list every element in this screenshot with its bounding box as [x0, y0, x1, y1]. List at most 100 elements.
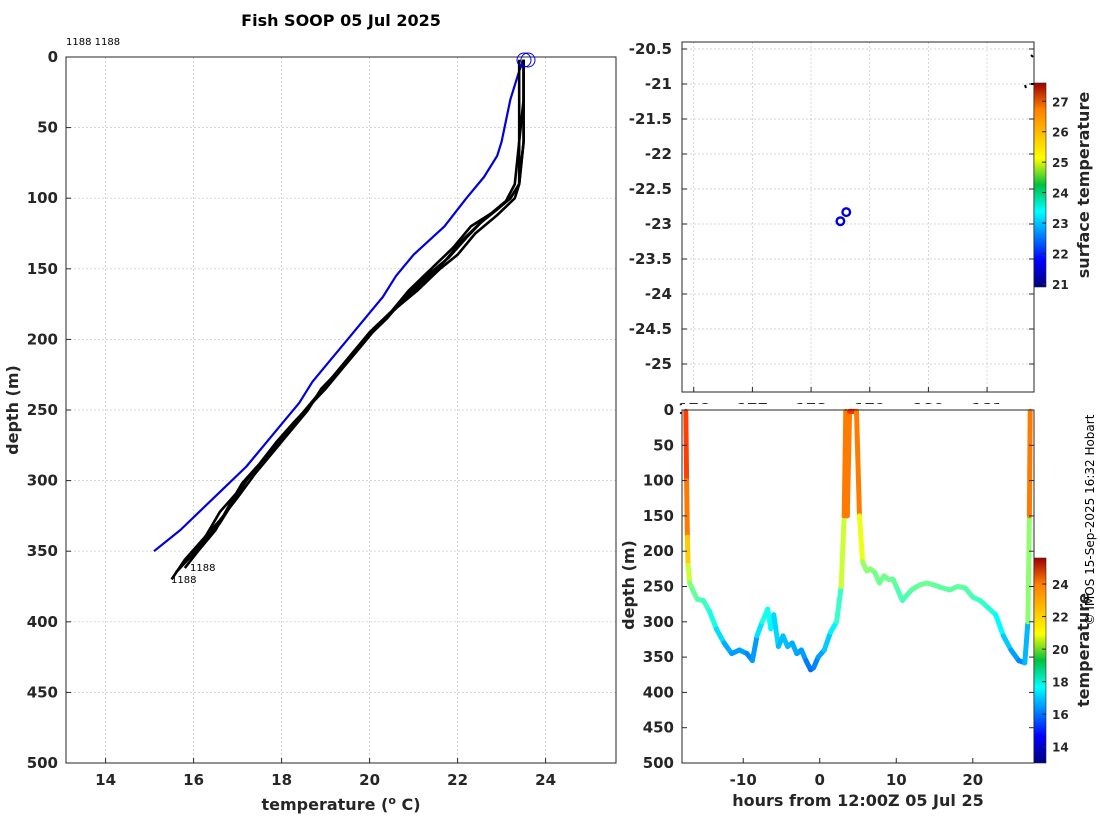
map-y-tick-label: -25 — [645, 355, 672, 373]
section-trace-segment — [821, 629, 833, 653]
temperature-profile-line — [170, 59, 525, 581]
profile-y-tick-label: 0 — [48, 48, 58, 66]
profile-x-tick-label: 18 — [271, 771, 292, 789]
profile-xlabel: temperature (o C) — [261, 794, 420, 815]
map-y-tick-label: -22.5 — [629, 180, 672, 198]
section-xlabel: hours from 12:00Z 05 Jul 25 — [732, 791, 983, 810]
section-x-tick-label: 10 — [886, 771, 907, 789]
profile-id-bottom-b: 1188 — [171, 575, 196, 586]
temperature-colorbar-tick-label: 20 — [1052, 643, 1069, 657]
section-y-tick-label: 0 — [664, 401, 674, 419]
profile-y-tick-label: 350 — [27, 542, 58, 560]
profile-y-tick-label: 250 — [27, 401, 58, 419]
profile-x-tick-label: 14 — [95, 771, 116, 789]
section-y-tick-label: 200 — [643, 542, 674, 560]
section-trace-segment — [1022, 619, 1031, 666]
panel-gap — [682, 404, 1034, 414]
temperature-colorbar-label: temperature — [1074, 593, 1093, 707]
surface-colorbar — [1033, 82, 1047, 288]
profile-y-tick-label: 100 — [27, 189, 58, 207]
profile-ticks: 14 16 18 20 22 24 0 50 100 150 200 250 300 350 400 450 5… — [27, 48, 556, 789]
map-y-tick-label: -24 — [645, 285, 672, 303]
reference-profile-line — [153, 59, 525, 553]
section-y-tick-label: 50 — [653, 436, 674, 454]
profile-ids-top: 1188 1188 — [66, 37, 120, 48]
map-y-tick-label: -20.5 — [629, 40, 672, 58]
section-ylabel: depth (m) — [619, 540, 638, 630]
map-y-tick-label: -22 — [645, 145, 672, 163]
surface-colorbar-tick-label: 22 — [1052, 248, 1069, 262]
temperature-profile-line — [192, 59, 525, 555]
map-y-tick-label: -21 — [645, 75, 672, 93]
surface-colorbar-tick-label: 23 — [1052, 217, 1069, 231]
section-trace-segment — [857, 513, 866, 565]
profile-x-tick-label: 16 — [183, 771, 204, 789]
profile-x-tick-label: 22 — [447, 771, 468, 789]
map-ticks: -20.5 -21 -21.5 -22 -22.5 -23 -23.5 -24 -24.5 -25… — [629, 40, 1034, 418]
surface-marker — [520, 52, 536, 68]
section-trace-segment — [684, 478, 690, 540]
profile-y-tick-label: 450 — [27, 683, 58, 701]
section-trace-segment — [993, 612, 1006, 639]
section-y-tick-label: 350 — [643, 648, 674, 666]
surface-colorbar-label: surface temperature — [1074, 92, 1093, 279]
profile-x-tick-label: 24 — [535, 771, 556, 789]
surface-colorbar-tick-label: 25 — [1052, 156, 1069, 170]
profile-y-tick-label: 300 — [27, 472, 58, 490]
section-trace-segment — [844, 408, 853, 519]
profile-grid — [66, 56, 616, 764]
coastline-marks — [1024, 54, 1034, 89]
section-ticks: 0 50 100 150 200 250 300 350 400 450 500 -10 0 10 20 — [643, 401, 1034, 789]
profile-y-tick-label: 400 — [27, 613, 58, 631]
profile-series — [153, 59, 525, 581]
figure-title: Fish SOOP 05 Jul 2025 — [241, 11, 441, 30]
section-y-tick-label: 100 — [643, 472, 674, 490]
temperature-colorbar-tick-label: 22 — [1052, 611, 1069, 625]
section-trace-segment — [749, 633, 760, 664]
surface-colorbar-tick-label: 21 — [1052, 278, 1069, 292]
profile-y-tick-label: 150 — [27, 260, 58, 278]
map-axes-frame — [681, 41, 1035, 393]
section-y-tick-label: 300 — [643, 613, 674, 631]
section-y-tick-label: 150 — [643, 507, 674, 525]
section-trace-segment — [685, 562, 693, 586]
credit-text: © IMOS 15-Sep-2025 16:32 Hobart — [1083, 414, 1097, 625]
station-marker — [835, 216, 846, 227]
section-y-tick-label: 250 — [643, 578, 674, 596]
section-y-tick-label: 400 — [643, 683, 674, 701]
profile-id-bottom-a: 1188 — [190, 563, 215, 574]
temperature-colorbar-tick-label: 14 — [1052, 741, 1069, 755]
temperature-colorbar-ticks: 14 16 18 20 22 24 — [1042, 578, 1069, 755]
surface-colorbar-tick-label: 26 — [1052, 126, 1069, 140]
profile-y-tick-label: 500 — [27, 754, 58, 772]
temperature-colorbar — [1033, 557, 1047, 764]
surface-marker — [516, 52, 532, 68]
section-trace-segment — [754, 619, 765, 639]
section-x-tick-label: -10 — [730, 771, 757, 789]
surface-colorbar-ticks: 21 22 23 24 25 26 27 — [1042, 95, 1069, 292]
section-trace-segment — [1000, 633, 1014, 653]
profile-y-tick-label: 200 — [27, 330, 58, 348]
section-trace-segment — [854, 408, 862, 519]
section-trace-segment — [834, 584, 844, 625]
section-x-tick-label: 0 — [815, 771, 825, 789]
map-y-tick-label: -21.5 — [629, 110, 672, 128]
temperature-colorbar-tick-label: 16 — [1052, 708, 1069, 722]
temperature-colorbar-tick-label: 18 — [1052, 676, 1069, 690]
section-trace-segment — [771, 612, 781, 649]
map-y-tick-label: -23.5 — [629, 250, 672, 268]
map-y-tick-label: -24.5 — [629, 320, 672, 338]
section-trace-segment — [713, 626, 727, 646]
section-y-tick-label: 500 — [643, 754, 674, 772]
temperature-profile-line — [183, 59, 521, 569]
section-trace-segment — [1025, 513, 1032, 625]
surface-colorbar-tick-label: 24 — [1052, 187, 1069, 201]
map-grid — [682, 42, 1034, 392]
temperature-colorbar-tick-label: 24 — [1052, 578, 1069, 592]
section-y-tick-label: 450 — [643, 719, 674, 737]
map-y-tick-label: -23 — [645, 215, 672, 233]
section-trace-segment — [838, 513, 847, 589]
section-trace-segment — [1026, 408, 1033, 519]
section-x-tick-label: 20 — [962, 771, 983, 789]
